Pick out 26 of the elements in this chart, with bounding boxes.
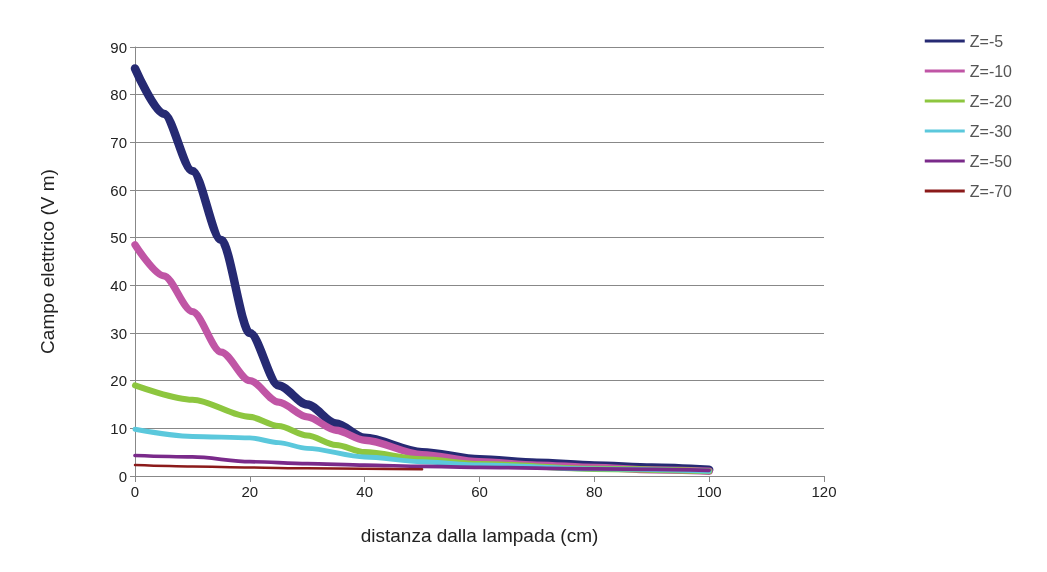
y-tick-label: 20: [110, 372, 127, 390]
y-tick-label: 50: [110, 229, 127, 247]
y-tick-label: 80: [110, 86, 127, 104]
y-tick-label: 30: [110, 324, 127, 342]
y-tick-label: 60: [110, 181, 127, 199]
legend-label: Z=-50: [969, 152, 1013, 170]
x-tick-label: 100: [696, 483, 722, 500]
y-axis-title: Campo elettrico (V m): [37, 169, 58, 354]
y-tick-label: 40: [110, 276, 127, 294]
x-tick-label: 60: [471, 483, 488, 500]
legend-label: Z=-20: [969, 92, 1013, 110]
x-tick-label: 20: [241, 483, 259, 500]
legend-label: Z=-70: [969, 182, 1013, 200]
y-tick-label: 90: [110, 38, 127, 56]
y-tick-label: 70: [110, 133, 127, 151]
line-series: [133, 453, 712, 473]
y-tick-label: 10: [110, 419, 127, 437]
legend-label: Z=-30: [969, 122, 1013, 140]
legend-label: Z=-10: [969, 62, 1013, 80]
x-tick-label: 40: [356, 483, 374, 500]
x-tick-label: 80: [585, 483, 603, 500]
x-axis-title: distanza dalla lampada (cm): [360, 525, 599, 546]
x-tick-label: 0: [130, 483, 140, 500]
legend-label: Z=-5: [969, 32, 1004, 50]
x-tick-label: 120: [811, 483, 837, 500]
y-tick-label: 0: [118, 467, 127, 485]
